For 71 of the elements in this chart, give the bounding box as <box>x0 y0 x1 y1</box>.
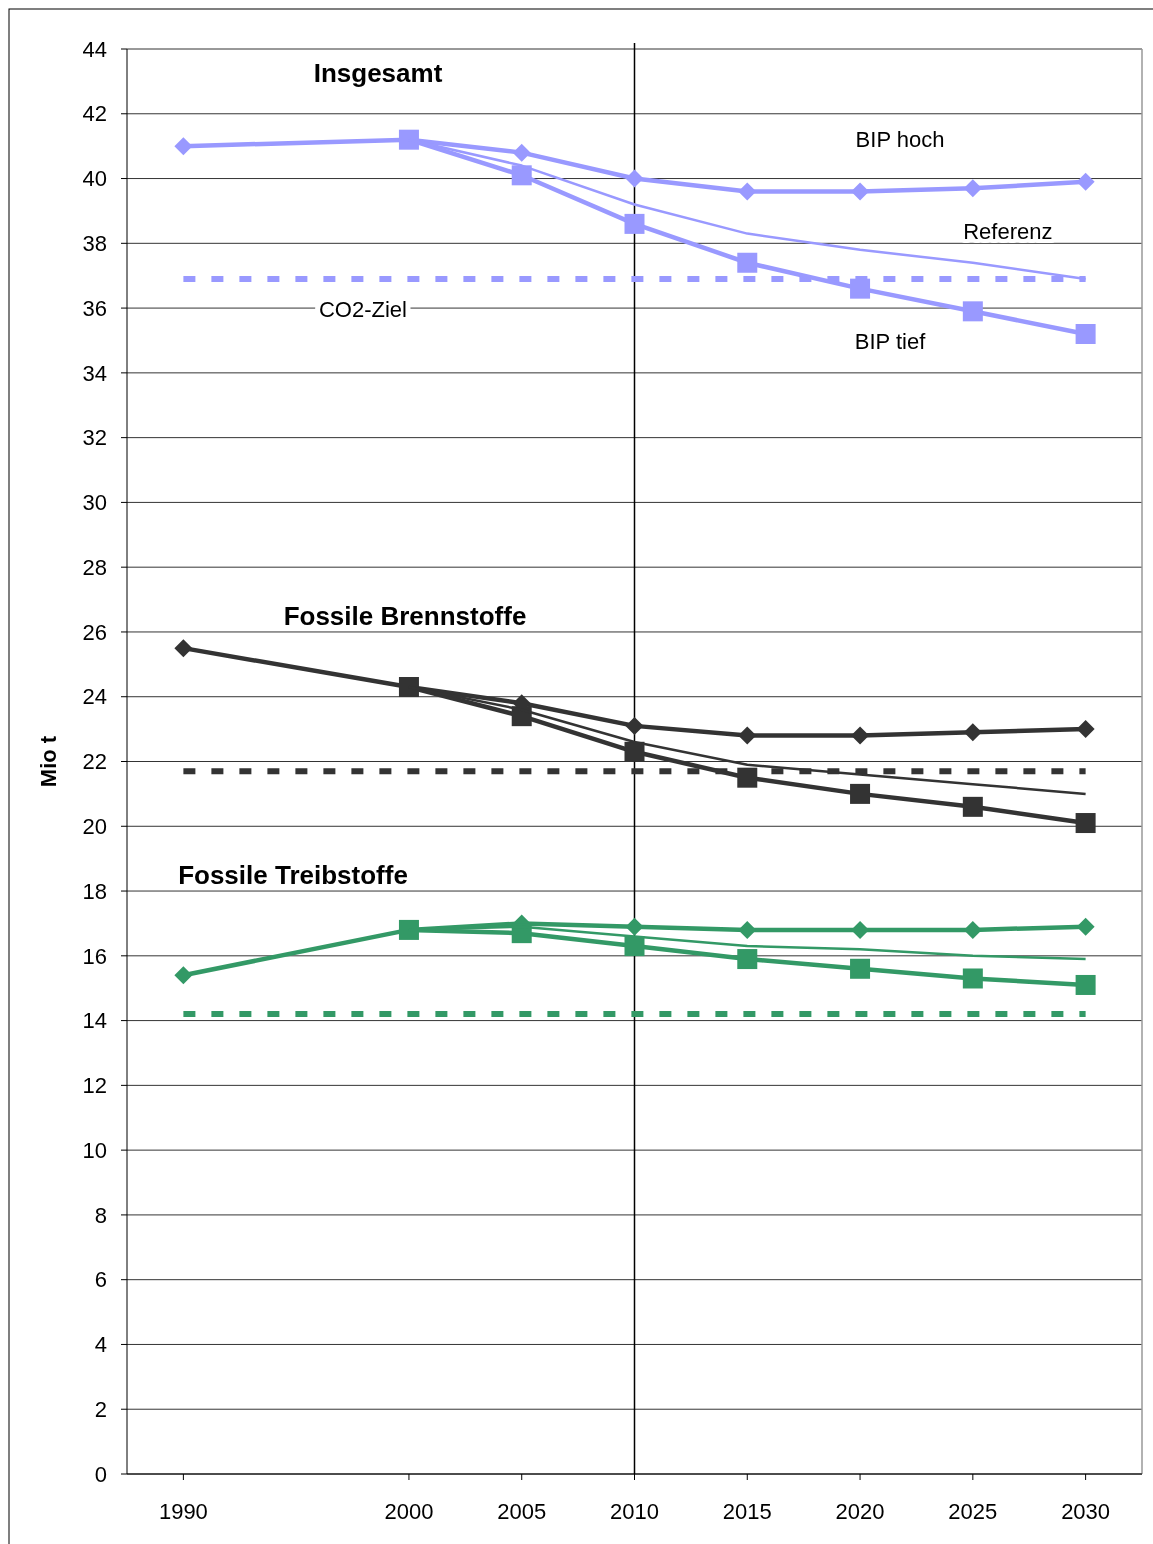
y-tick-label: 26 <box>82 619 107 645</box>
y-tick-label: 18 <box>82 878 107 904</box>
y-tick-label: 28 <box>82 554 107 580</box>
point <box>963 723 982 742</box>
point <box>1076 720 1095 739</box>
y-tick-label: 34 <box>82 360 107 386</box>
point <box>962 796 983 817</box>
y-tick-label: 42 <box>82 101 107 127</box>
x-tick-label: 2005 <box>497 1499 547 1524</box>
y-tick-label: 24 <box>82 684 107 710</box>
point <box>850 958 871 979</box>
y-axis-title: Mio t <box>36 735 61 788</box>
x-tick-label: 2020 <box>835 1499 885 1524</box>
y-tick-label: 38 <box>82 231 107 257</box>
point <box>850 783 871 804</box>
y-tick-label: 40 <box>82 166 107 192</box>
y-tick-label: 0 <box>94 1461 107 1487</box>
point <box>1075 974 1096 995</box>
point <box>174 639 193 658</box>
point <box>625 716 644 735</box>
point <box>1075 324 1096 344</box>
point <box>738 182 757 201</box>
annotation: Fossile Treibstoffe <box>178 860 408 890</box>
y-tick-label: 12 <box>82 1073 107 1099</box>
y-tick-label: 14 <box>82 1008 107 1034</box>
point <box>624 936 645 957</box>
x-tick-label: 2030 <box>1061 1499 1111 1524</box>
series-label: BIP tief <box>854 328 927 354</box>
y-tick-label: 2 <box>94 1396 107 1422</box>
y-tick-label: 10 <box>82 1137 107 1163</box>
point <box>625 169 644 188</box>
y-tick-label: 32 <box>82 425 107 451</box>
y-tick-label: 6 <box>94 1267 107 1293</box>
y-tick-label: 22 <box>82 749 107 775</box>
y-tick-label: 4 <box>94 1332 107 1358</box>
y-tick-label: 44 <box>82 36 107 62</box>
series-label: BIP hoch <box>855 126 945 152</box>
y-tick-label: 30 <box>82 490 107 516</box>
point <box>1075 813 1096 834</box>
annotation: Fossile Brennstoffe <box>283 601 527 631</box>
point <box>737 949 758 970</box>
point <box>1076 172 1095 191</box>
point <box>737 252 758 273</box>
point <box>625 917 644 936</box>
x-tick-label: 2025 <box>948 1499 998 1524</box>
x-tick-label: 2015 <box>722 1499 772 1524</box>
y-tick-label: 20 <box>82 813 107 839</box>
point <box>851 182 870 201</box>
point <box>963 179 982 198</box>
point <box>512 143 531 162</box>
ref-line-label: CO2-Ziel <box>318 296 408 322</box>
x-tick-label: 2010 <box>610 1499 659 1524</box>
annotation: Insgesamt <box>313 58 443 88</box>
point <box>174 137 193 156</box>
point <box>624 213 645 234</box>
y-tick-label: 36 <box>82 295 107 321</box>
point <box>511 165 532 186</box>
point <box>962 301 983 322</box>
point <box>624 741 645 762</box>
y-tick-label: 16 <box>82 943 107 969</box>
y-tick-label: 8 <box>94 1202 107 1228</box>
point <box>962 968 983 989</box>
point <box>850 278 871 299</box>
point <box>737 767 758 788</box>
point <box>738 726 757 745</box>
x-tick-label: 1990 <box>158 1499 208 1524</box>
point <box>1076 917 1095 936</box>
x-tick-label: 2000 <box>384 1499 434 1524</box>
point <box>851 726 870 745</box>
series-label: Referenz <box>963 218 1053 244</box>
point <box>174 966 193 985</box>
